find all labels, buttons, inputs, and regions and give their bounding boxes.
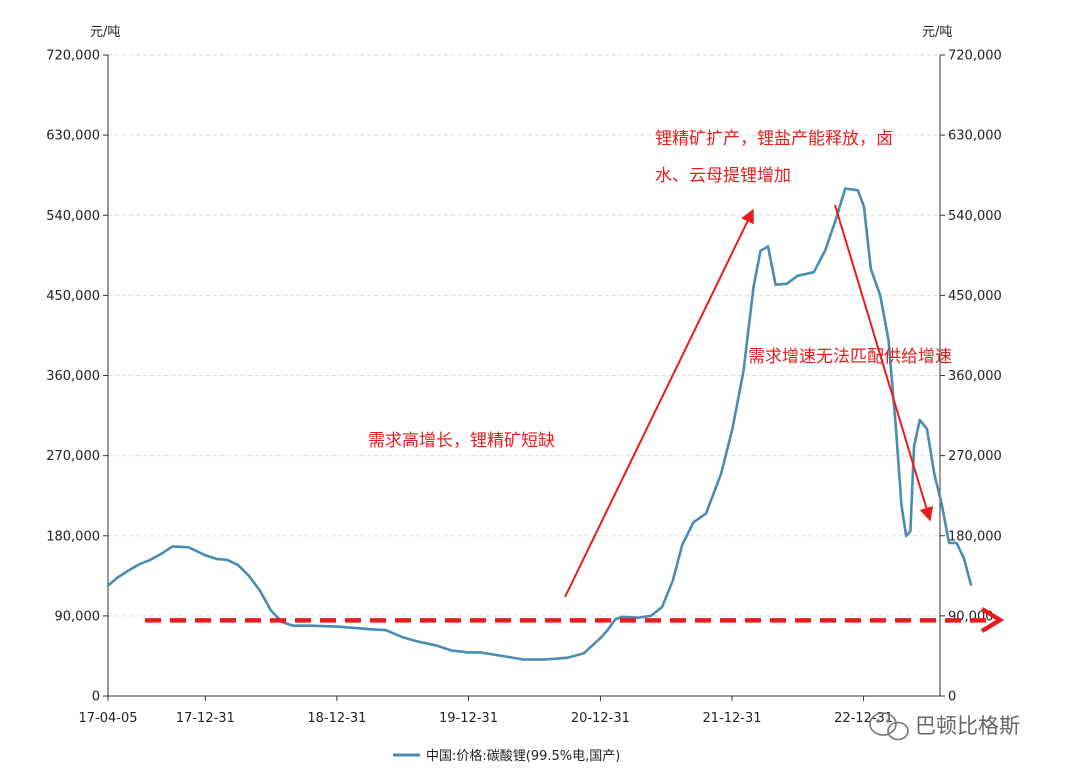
left-unit-label: 元/吨 — [90, 25, 120, 40]
left-tick-labels: 0 90,000 180,000 270,000 360,000 450,000 540,0… — [46, 49, 108, 705]
x-tick-label: 17-12-31 — [176, 711, 235, 726]
annotation-capacity-release-line2: 水、云母提锂增加 — [655, 166, 791, 186]
trend-arrow-down — [834, 204, 934, 522]
left-tick-label: 540,000 — [46, 209, 100, 224]
annotation-capacity-release-line1: 锂精矿扩产，锂盐产能释放，卤 — [655, 129, 893, 149]
right-tick-label: 0 — [948, 690, 956, 705]
reference-line-arrowhead — [980, 607, 1005, 633]
watermark-text: 巴顿比格斯 — [915, 714, 1020, 738]
x-tick-label: 17-04-05 — [78, 711, 137, 726]
left-tick-label: 450,000 — [46, 289, 100, 304]
left-tick-label: 270,000 — [46, 449, 100, 464]
left-tick-label: 0 — [92, 690, 100, 705]
legend: 中国:价格:碳酸锂(99.5%电,国产) — [393, 748, 620, 764]
right-tick-label: 180,000 — [948, 529, 1002, 544]
x-tick-label: 18-12-31 — [307, 711, 366, 726]
right-tick-label: 270,000 — [948, 449, 1002, 464]
right-tick-label: 540,000 — [948, 209, 1002, 224]
right-tick-label: 360,000 — [948, 369, 1002, 384]
price-series-line — [106, 187, 973, 661]
legend-label: 中国:价格:碳酸锂(99.5%电,国产) — [426, 748, 620, 764]
right-tick-label: 450,000 — [948, 289, 1002, 304]
left-tick-label: 720,000 — [46, 49, 100, 64]
trend-arrow-up — [564, 208, 754, 598]
series-layer — [106, 187, 973, 661]
gridlines — [108, 54, 940, 617]
right-tick-label: 720,000 — [948, 49, 1002, 64]
annotation-demand-growth: 需求高增长，锂精矿短缺 — [368, 431, 555, 451]
left-tick-label: 360,000 — [46, 369, 100, 384]
x-tick-label: 19-12-31 — [439, 711, 498, 726]
right-unit-label: 元/吨 — [922, 25, 952, 40]
wechat-icon — [869, 712, 909, 741]
annotation-supply-mismatch: 需求增速无法匹配供给增速 — [748, 347, 952, 367]
x-tick-label: 21-12-31 — [702, 711, 761, 726]
left-tick-label: 90,000 — [55, 609, 101, 624]
left-tick-label: 630,000 — [46, 129, 100, 144]
watermark: 巴顿比格斯 — [869, 712, 1020, 741]
x-tick-labels: 17-04-05 17-12-31 18-12-31 19-12-31 20-12-31… — [78, 696, 893, 726]
right-tick-label: 630,000 — [948, 129, 1002, 144]
x-tick-label: 20-12-31 — [571, 711, 630, 726]
right-tick-labels: 090,000180,000270,000360,000450,000540,0… — [940, 49, 1002, 705]
left-tick-label: 180,000 — [46, 529, 100, 544]
